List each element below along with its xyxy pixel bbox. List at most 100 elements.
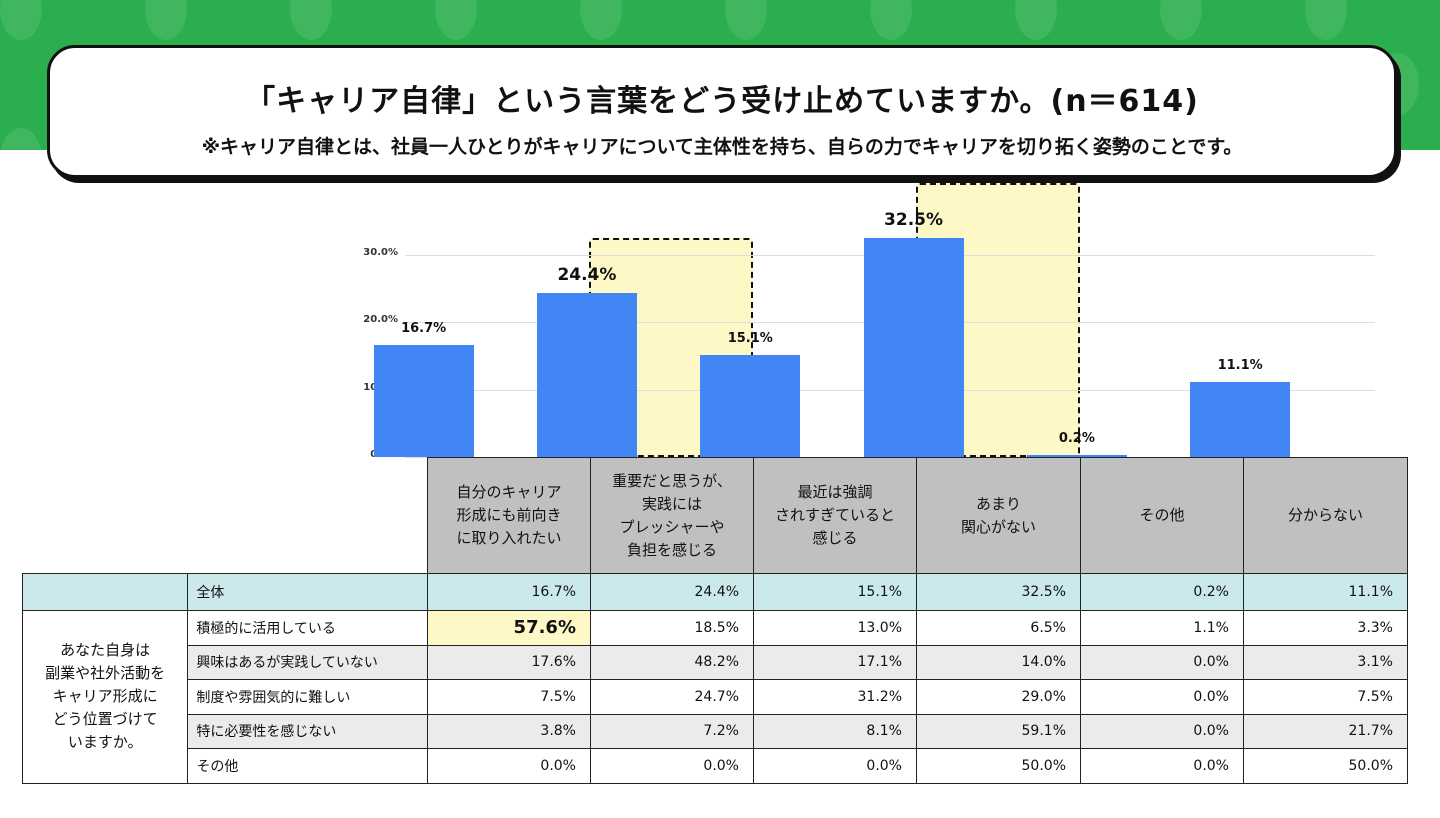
table-row: 特に必要性を感じない 3.8% 7.2% 8.1% 59.1% 0.0% 21.7%: [22, 713, 1408, 749]
bar: [863, 238, 964, 457]
column-header-line: その他: [1139, 506, 1185, 524]
table-cell: 0.0%: [590, 748, 754, 784]
row-group-label-line: あなた自身は: [60, 641, 151, 660]
column-header-line: 自分のキャリア: [456, 483, 562, 501]
table-cell: 57.6%: [427, 610, 591, 646]
banner-dot: [435, 0, 477, 40]
banner-dot: [870, 0, 912, 40]
y-tick-label: 20.0%: [363, 314, 398, 326]
bar-data-label: 16.7%: [401, 320, 447, 336]
row-group-label-line: いますか。: [67, 733, 143, 752]
table-cell: 3.8%: [427, 713, 591, 749]
table-cell: 15.1%: [753, 573, 917, 611]
banner-dot: [1305, 0, 1347, 40]
table-cell: 14.0%: [916, 644, 1081, 680]
row-label: その他: [187, 748, 428, 784]
column-header-line: 実践には: [641, 494, 702, 513]
row-label: 全体: [187, 573, 428, 611]
table-row: 制度や雰囲気的に難しい 7.5% 24.7% 31.2% 29.0% 0.0% 7.5%: [22, 679, 1408, 715]
crosstab-table: 自分のキャリア 形成にも前向き に取り入れたい 重要だと思うが、 実践には プレッシャーや…: [21, 457, 1408, 784]
table-header-row: 自分のキャリア 形成にも前向き に取り入れたい 重要だと思うが、 実践には プレッシャーや…: [23, 457, 1408, 574]
column-header: その他: [1080, 457, 1244, 574]
table-cell: 0.0%: [1080, 713, 1244, 749]
table-cell: 59.1%: [916, 713, 1081, 749]
column-header-line: されすぎていると: [774, 506, 895, 524]
table-cell: 3.3%: [1243, 610, 1408, 646]
banner-dot: [0, 0, 42, 40]
table-cell: 0.0%: [1080, 748, 1244, 784]
column-header: 自分のキャリア 形成にも前向き に取り入れたい: [427, 457, 591, 574]
table-cell: 0.0%: [1080, 679, 1244, 715]
table-cell: 0.0%: [1080, 644, 1244, 680]
table-cell: 3.1%: [1243, 644, 1408, 680]
bar: [700, 355, 801, 457]
banner-dot: [580, 0, 622, 40]
banner-dot: [0, 128, 42, 150]
banner-dot: [1160, 0, 1202, 40]
table-cell: 7.2%: [590, 713, 754, 749]
bar-data-label: 0.2%: [1058, 431, 1095, 446]
table-row: あなた自身は 副業や社外活動を キャリア形成に どう位置づけて いますか。 積極的に活用し…: [21, 610, 1408, 784]
column-header: 最近は強調されすぎていると 感じる: [753, 457, 917, 574]
column-header-line: 最近は強調: [797, 483, 873, 501]
table-cell: 13.0%: [753, 610, 917, 646]
table-blank-cell: [21, 573, 189, 611]
bar: [1190, 382, 1291, 457]
bar-data-label: 15.1%: [727, 331, 773, 347]
column-header: 重要だと思うが、 実践にはプレッシャーや 負担を感じる: [590, 457, 754, 574]
table-cell: 17.1%: [753, 644, 917, 680]
row-group-label-line: 副業や社外活動を: [45, 664, 166, 683]
table-cell: 24.7%: [590, 679, 754, 715]
banner-dot: [725, 0, 767, 40]
table-cell: 1.1%: [1080, 610, 1244, 646]
table-row-total: 全体 16.7% 24.4% 15.1% 32.5% 0.2% 11.1%: [21, 573, 1408, 611]
banner-dot: [145, 0, 187, 40]
table-cell: 6.5%: [916, 610, 1081, 646]
title-box: 「キャリア自律」という言葉をどう受け止めていますか。(n＝614) ※キャリア自…: [47, 45, 1397, 178]
column-header-line: 負担を感じる: [626, 540, 717, 559]
bar: [373, 344, 474, 457]
row-group-label: あなた自身は 副業や社外活動を キャリア形成に どう位置づけて いますか。: [21, 610, 189, 784]
column-header-line: 形成にも前向き: [456, 506, 562, 524]
column-header-line: 分からない: [1287, 506, 1363, 524]
table-cell: 29.0%: [916, 679, 1081, 715]
table-cell: 32.5%: [916, 573, 1081, 611]
bar-data-label: 24.4%: [557, 264, 617, 285]
page-subtitle: ※キャリア自律とは、社員一人ひとりがキャリアについて主体性を持ち、自らの力でキャ…: [201, 136, 1243, 158]
table-row: 興味はあるが実践していない 17.6% 48.2% 17.1% 14.0% 0.0% 3.1…: [22, 644, 1408, 680]
row-group-label-line: どう位置づけて: [52, 710, 158, 729]
table-cell: 18.5%: [590, 610, 754, 646]
table-cell: 7.5%: [427, 679, 591, 715]
table-cell: 0.0%: [427, 748, 591, 784]
row-label: 興味はあるが実践していない: [187, 644, 428, 680]
column-header-line: プレッシャーや: [619, 517, 725, 536]
row-label: 積極的に活用している: [187, 610, 428, 646]
column-header-line: に取り入れたい: [456, 529, 562, 547]
table-cell: 8.1%: [753, 713, 917, 749]
table-cell: 21.7%: [1243, 713, 1408, 749]
table-cell: 0.0%: [753, 748, 917, 784]
table-cell: 31.2%: [753, 679, 917, 715]
table-row: その他 0.0% 0.0% 0.0% 50.0% 0.0% 50.0%: [22, 748, 1408, 784]
column-header-line: 関心がない: [960, 517, 1036, 536]
page-title: 「キャリア自律」という言葉をどう受け止めていますか。(n＝614): [245, 84, 1199, 119]
table-cell: 50.0%: [1243, 748, 1408, 784]
bar: [536, 292, 637, 457]
table-cell: 7.5%: [1243, 679, 1408, 715]
table-cell: 11.1%: [1243, 573, 1408, 611]
row-label: 制度や雰囲気的に難しい: [187, 679, 428, 715]
table-cell: 0.2%: [1080, 573, 1244, 611]
column-header: 分からない: [1243, 457, 1408, 574]
bar-data-label: 11.1%: [1217, 358, 1263, 374]
banner-dot: [290, 0, 332, 40]
column-header-line: あまり: [975, 494, 1021, 513]
column-header: あまり 関心がない: [916, 457, 1081, 574]
column-header-line: 感じる: [812, 529, 858, 547]
table-cell: 50.0%: [916, 748, 1081, 784]
table-cell: 17.6%: [427, 644, 591, 680]
column-header-line: 重要だと思うが、: [612, 471, 732, 490]
banner-dot: [1015, 0, 1057, 40]
row-group-label-line: キャリア形成に: [52, 687, 158, 706]
table-cell: 16.7%: [427, 573, 591, 611]
table-corner: [23, 458, 428, 574]
